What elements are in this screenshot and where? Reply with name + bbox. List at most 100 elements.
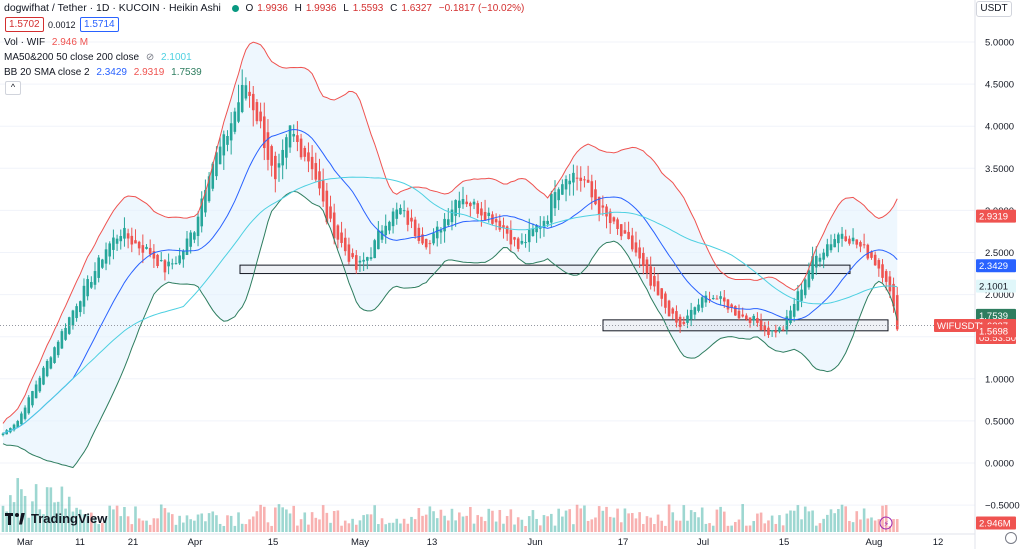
ask-button[interactable]: 1.5714 bbox=[80, 17, 119, 32]
y-tick-label: 1.0000 bbox=[985, 374, 1014, 385]
volume-legend[interactable]: Vol · WIF 2.946 M bbox=[4, 37, 92, 48]
volume-bar bbox=[292, 505, 296, 532]
volume-bar bbox=[424, 514, 428, 532]
bid-button[interactable]: 1.5702 bbox=[5, 17, 44, 32]
volume-bar bbox=[678, 520, 682, 532]
candle-body bbox=[204, 189, 207, 213]
symbol-title[interactable]: dogwifhat / Tether · 1D · KUCOIN · Heiki… bbox=[4, 2, 221, 14]
volume-bar bbox=[78, 509, 82, 532]
lightning-icon[interactable] bbox=[879, 516, 893, 530]
candle-body bbox=[619, 224, 623, 237]
volume-bar bbox=[93, 517, 97, 532]
x-tick-label: Jun bbox=[527, 537, 542, 548]
volume-bar bbox=[1, 505, 5, 532]
bb-legend[interactable]: BB 20 SMA close 2 2.3429 2.9319 1.7539 bbox=[4, 67, 206, 78]
candle-body bbox=[682, 321, 686, 324]
volume-bar bbox=[126, 516, 130, 532]
volume-bar bbox=[432, 511, 435, 532]
candle-body bbox=[763, 325, 767, 331]
volume-bar bbox=[767, 520, 770, 532]
volume-bar bbox=[627, 513, 630, 532]
candle-body bbox=[590, 181, 594, 198]
support-price-label: 1.5698 bbox=[979, 326, 1008, 337]
candle-body bbox=[814, 255, 818, 268]
candle-body bbox=[78, 301, 82, 313]
volume-bar bbox=[167, 512, 170, 532]
volume-bar bbox=[388, 522, 391, 532]
candle-body bbox=[145, 246, 148, 249]
candle-body bbox=[767, 327, 770, 335]
bb-upper-price-label: 2.9319 bbox=[979, 212, 1008, 223]
candle-body bbox=[421, 234, 424, 244]
support-zone[interactable] bbox=[239, 264, 851, 275]
volume-bar bbox=[494, 521, 498, 532]
candle-body bbox=[480, 208, 483, 216]
candle-body bbox=[270, 146, 273, 166]
candle-body bbox=[134, 240, 137, 244]
candle-body bbox=[259, 111, 262, 122]
volume-bar bbox=[119, 516, 123, 532]
volume-bar bbox=[86, 514, 89, 532]
volume-bar bbox=[884, 505, 888, 532]
candle-body bbox=[535, 225, 538, 233]
collapse-legend-button[interactable]: ^ bbox=[5, 81, 21, 95]
candle-body bbox=[446, 219, 450, 226]
candle-body bbox=[837, 234, 840, 244]
candle-body bbox=[1, 433, 5, 436]
volume-bar bbox=[527, 516, 531, 532]
candle-body bbox=[737, 310, 741, 319]
candle-body bbox=[200, 198, 204, 227]
settings-gear-icon[interactable] bbox=[1005, 532, 1017, 544]
candle-body bbox=[255, 102, 259, 122]
candle-body bbox=[888, 276, 892, 292]
bb-lower-price-label-bg bbox=[976, 308, 1016, 322]
bb-upper-line bbox=[2, 41, 898, 424]
candle-body bbox=[719, 296, 722, 299]
volume-bar bbox=[49, 487, 53, 532]
volume-bar bbox=[734, 521, 737, 532]
bb-basis-value: 2.3429 bbox=[96, 67, 127, 78]
volume-bar bbox=[16, 478, 20, 532]
candle-body bbox=[487, 212, 491, 216]
volume-bar bbox=[700, 507, 704, 532]
eye-off-icon[interactable]: ⊘ bbox=[145, 52, 155, 63]
y-tick-label: 0.0000 bbox=[985, 459, 1014, 470]
candle-body bbox=[704, 295, 708, 303]
volume-bar bbox=[498, 509, 502, 532]
volume-bar bbox=[781, 525, 785, 532]
volume-bar bbox=[535, 518, 538, 532]
volume-bar bbox=[619, 522, 623, 532]
candle-body bbox=[112, 237, 115, 250]
candle-body bbox=[402, 210, 406, 212]
candle-body bbox=[170, 263, 174, 265]
candle-body bbox=[369, 257, 373, 259]
ma-label: MA50&200 50 close 200 close bbox=[4, 52, 140, 63]
candle-body bbox=[745, 315, 748, 320]
volume-bar bbox=[60, 486, 64, 532]
candle-body bbox=[686, 315, 689, 323]
volume-bar bbox=[34, 484, 38, 532]
ma-legend[interactable]: MA50&200 50 close 200 close ⊘ 2.1001 bbox=[4, 52, 196, 63]
candle-body bbox=[638, 247, 641, 259]
volume-bar bbox=[708, 523, 711, 532]
volume-bar bbox=[67, 496, 71, 532]
currency-button[interactable]: USDT bbox=[976, 1, 1012, 17]
y-axis: 5.00004.50004.00003.50003.00002.50002.00… bbox=[974, 0, 1020, 549]
volume-bar bbox=[413, 519, 417, 532]
candle-body bbox=[233, 111, 237, 132]
candle-body bbox=[513, 237, 516, 240]
logo-text: TradingView bbox=[31, 511, 108, 526]
volume-bar bbox=[546, 516, 549, 532]
status-dot-icon bbox=[231, 4, 239, 12]
bb-lower-value: 1.7539 bbox=[171, 67, 202, 78]
candle-body bbox=[781, 329, 785, 331]
tradingview-logo-icon bbox=[5, 512, 27, 525]
y-tick-label: 5.0000 bbox=[985, 38, 1014, 49]
x-tick-label: Aug bbox=[866, 537, 883, 548]
candle-body bbox=[336, 225, 340, 240]
volume-bar bbox=[137, 518, 141, 532]
candle-body bbox=[689, 309, 693, 320]
candle-body bbox=[623, 230, 627, 234]
volume-bar bbox=[594, 517, 597, 532]
